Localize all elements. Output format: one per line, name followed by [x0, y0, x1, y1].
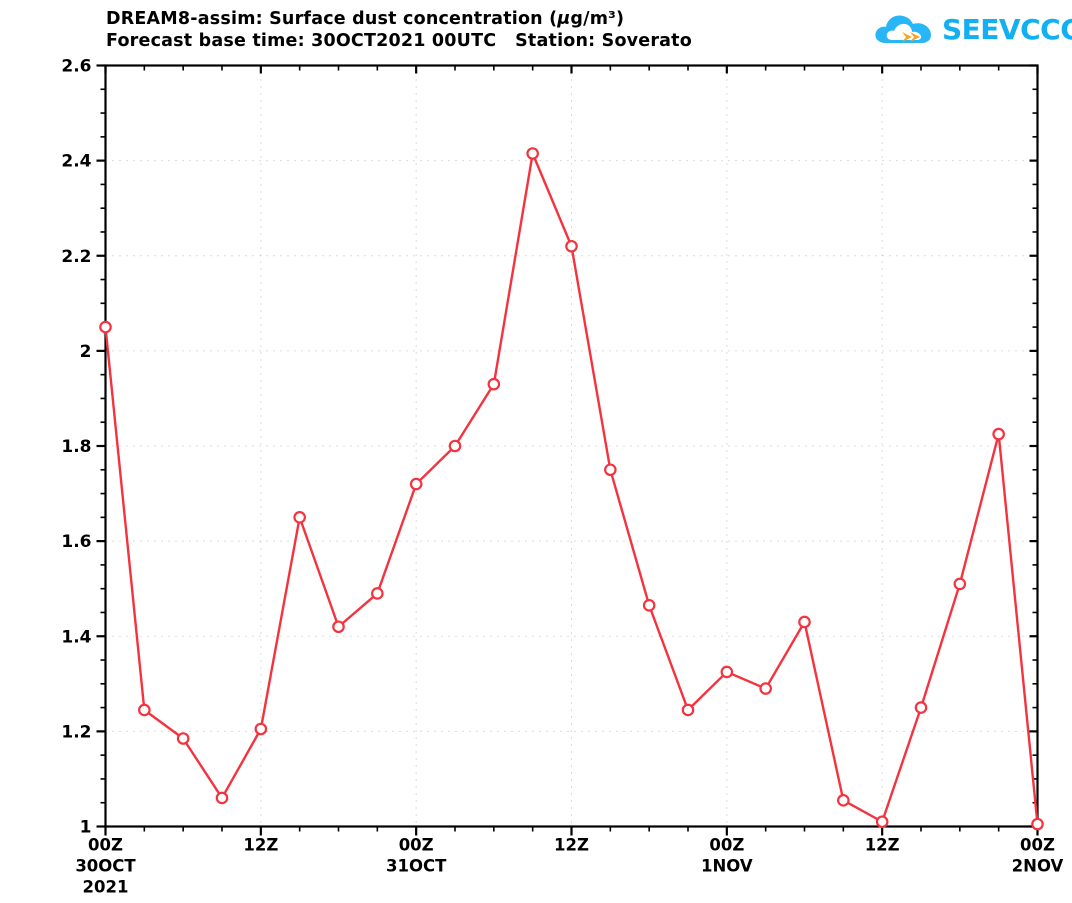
- y-axis-tick-label: 2.6: [61, 57, 91, 77]
- x-axis-tick-label: 2021: [83, 878, 129, 897]
- x-axis-tick-label: 12Z: [554, 836, 589, 855]
- data-point-marker: [215, 791, 229, 805]
- data-point-marker: [99, 320, 112, 334]
- y-axis-tick-label: 2.2: [61, 247, 91, 267]
- data-point-marker: [681, 703, 695, 717]
- x-axis-tick-label: 12Z: [865, 836, 900, 855]
- data-point-marker: [448, 439, 462, 453]
- data-point-marker: [176, 732, 190, 745]
- data-point-marker: [759, 682, 772, 695]
- x-axis-tick-label: 1NOV: [701, 857, 753, 876]
- x-axis-tick-label: 00Z: [1020, 836, 1055, 855]
- y-axis-tick-label: 2.4: [61, 152, 91, 172]
- chart-title-line-1: DREAM8-assim: Surface dust concentration…: [106, 8, 692, 30]
- data-point-markers: [99, 147, 1044, 831]
- data-point-marker: [992, 427, 1005, 441]
- logo-wordmark: SEEVCCC: [942, 13, 1072, 46]
- data-point-marker: [720, 665, 734, 679]
- x-axis-tick-label: 31OCT: [386, 857, 447, 876]
- data-point-marker: [371, 587, 384, 600]
- data-point-marker: [293, 511, 306, 524]
- chart-title-block: DREAM8-assim: Surface dust concentration…: [106, 8, 692, 53]
- data-point-marker: [332, 620, 345, 634]
- data-point-marker: [953, 577, 967, 591]
- y-axis-tick-label: 2: [80, 342, 92, 362]
- data-point-marker: [875, 815, 889, 829]
- x-axis-labels: 00Z 30OCT 2021 12Z 00Z 31OCT 12Z 00Z 1NOV 12Z 00Z 2…: [75, 836, 1063, 897]
- data-point-marker: [487, 377, 501, 391]
- data-point-marker: [409, 477, 423, 491]
- data-point-marker: [914, 701, 928, 714]
- y-axis-tick-label: 1.8: [61, 437, 91, 457]
- data-point-marker: [138, 703, 151, 717]
- y-axis-tick-label: 1.6: [61, 532, 91, 552]
- x-axis-tick-label: 00Z: [88, 836, 123, 855]
- x-axis-tick-label: 30OCT: [75, 857, 136, 876]
- x-axis-tick-label: 00Z: [399, 836, 434, 855]
- data-point-marker: [604, 463, 617, 477]
- x-axis-tick-label: 12Z: [243, 836, 278, 855]
- gridlines: [105, 65, 1038, 827]
- chart-title-line-2: Forecast base time: 30OCT2021 00UTC Stat…: [106, 31, 692, 52]
- y-axis-tick-label: 1.2: [61, 722, 91, 742]
- y-axis-labels: 1 1.2 1.4 1.6 1.8 2 2.2 2.4 2.6: [61, 57, 91, 838]
- x-axis-tick-label: 2NOV: [1012, 857, 1064, 876]
- data-point-marker: [1031, 817, 1044, 831]
- data-point-marker: [526, 147, 539, 160]
- data-point-marker: [642, 599, 656, 612]
- title-mu-symbol: μ: [557, 9, 571, 29]
- title-pre: DREAM8-assim: Surface dust concentration…: [106, 9, 558, 29]
- y-axis-tick-label: 1: [80, 818, 92, 838]
- data-point-marker: [254, 722, 268, 736]
- y-axis-tick-label: 1.4: [61, 627, 91, 647]
- cloud-icon: [875, 15, 931, 43]
- title-post: g/m³): [570, 9, 625, 29]
- data-point-marker: [565, 239, 578, 253]
- data-point-marker: [798, 615, 811, 629]
- axis-ticks: [96, 64, 1039, 836]
- axis-frame: [104, 64, 1039, 828]
- x-axis-tick-label: 00Z: [709, 836, 744, 855]
- data-point-marker: [837, 794, 850, 807]
- seevccc-logo: SEEVCCC: [872, 9, 1072, 53]
